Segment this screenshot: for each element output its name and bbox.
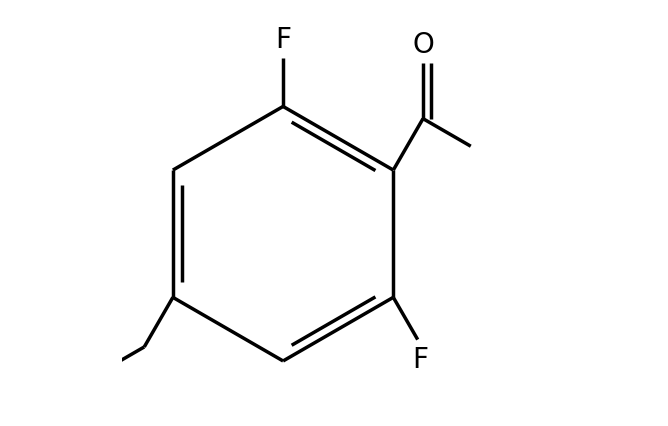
Text: F: F (412, 345, 428, 373)
Text: O: O (413, 32, 435, 59)
Text: F: F (275, 26, 291, 53)
